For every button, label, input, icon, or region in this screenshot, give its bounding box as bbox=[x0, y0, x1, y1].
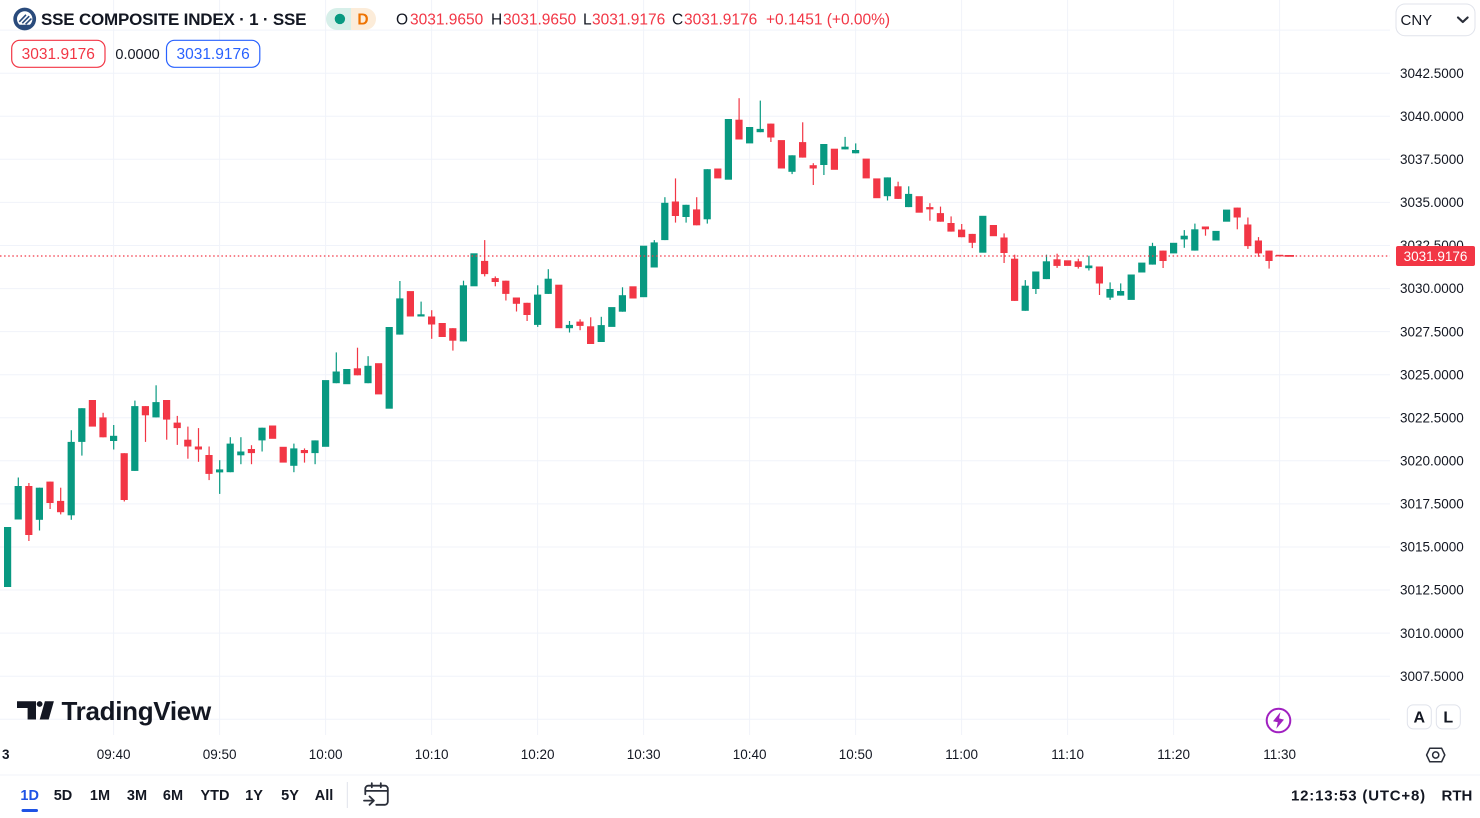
svg-text:11:00: 11:00 bbox=[945, 747, 978, 762]
svg-text:CNY: CNY bbox=[1401, 12, 1433, 29]
svg-text:H: H bbox=[491, 11, 502, 28]
svg-text:TradingView: TradingView bbox=[62, 696, 212, 726]
svg-text:3042.5000: 3042.5000 bbox=[1400, 66, 1464, 81]
svg-text:3027.5000: 3027.5000 bbox=[1400, 324, 1464, 339]
svg-text:3020.0000: 3020.0000 bbox=[1400, 454, 1464, 469]
svg-text:09:40: 09:40 bbox=[97, 747, 131, 762]
svg-text:11:10: 11:10 bbox=[1051, 747, 1084, 762]
svg-text:3025.0000: 3025.0000 bbox=[1400, 367, 1464, 382]
svg-text:11:20: 11:20 bbox=[1157, 747, 1190, 762]
svg-text:0.0000: 0.0000 bbox=[115, 47, 159, 63]
svg-text:3012.5000: 3012.5000 bbox=[1400, 583, 1464, 598]
svg-text:10:40: 10:40 bbox=[733, 747, 767, 762]
svg-text:A: A bbox=[1414, 710, 1426, 727]
svg-text:12:13:53 (UTC+8): 12:13:53 (UTC+8) bbox=[1291, 788, 1426, 805]
svg-text:SSE COMPOSITE INDEX · 1 · SSE: SSE COMPOSITE INDEX · 1 · SSE bbox=[41, 10, 306, 29]
svg-text:YTD: YTD bbox=[201, 788, 230, 804]
svg-text:3040.0000: 3040.0000 bbox=[1400, 109, 1464, 124]
svg-text:L: L bbox=[1443, 710, 1453, 727]
svg-text:L: L bbox=[583, 11, 592, 28]
svg-text:3031.9176: 3031.9176 bbox=[684, 11, 757, 28]
svg-text:3M: 3M bbox=[127, 788, 147, 804]
svg-text:All: All bbox=[315, 788, 334, 804]
svg-text:3007.5000: 3007.5000 bbox=[1400, 669, 1464, 684]
svg-text:10:50: 10:50 bbox=[839, 747, 873, 762]
svg-text:1D: 1D bbox=[20, 788, 39, 804]
svg-text:D: D bbox=[357, 12, 368, 29]
svg-text:3017.5000: 3017.5000 bbox=[1400, 497, 1464, 512]
svg-text:O: O bbox=[396, 11, 408, 28]
svg-text:3031.9176: 3031.9176 bbox=[22, 46, 95, 63]
svg-text:3031.9176: 3031.9176 bbox=[1404, 249, 1468, 264]
svg-text:10:30: 10:30 bbox=[627, 747, 661, 762]
svg-text:3022.5000: 3022.5000 bbox=[1400, 410, 1464, 425]
svg-text:C: C bbox=[672, 11, 683, 28]
svg-text:5Y: 5Y bbox=[281, 788, 299, 804]
svg-text:10:10: 10:10 bbox=[415, 747, 449, 762]
svg-text:RTH: RTH bbox=[1442, 788, 1473, 805]
svg-text:5D: 5D bbox=[54, 788, 73, 804]
svg-text:3010.0000: 3010.0000 bbox=[1400, 626, 1464, 641]
svg-text:3037.5000: 3037.5000 bbox=[1400, 152, 1464, 167]
svg-text:3015.0000: 3015.0000 bbox=[1400, 540, 1464, 555]
svg-text:+0.1451 (+0.00%): +0.1451 (+0.00%) bbox=[766, 11, 890, 28]
svg-text:3031.9650: 3031.9650 bbox=[410, 11, 484, 28]
svg-text:3: 3 bbox=[2, 747, 10, 762]
svg-text:10:20: 10:20 bbox=[521, 747, 555, 762]
svg-text:3031.9650: 3031.9650 bbox=[503, 11, 577, 28]
svg-text:3035.0000: 3035.0000 bbox=[1400, 195, 1464, 210]
svg-text:3031.9176: 3031.9176 bbox=[592, 11, 665, 28]
svg-text:09:50: 09:50 bbox=[203, 747, 237, 762]
svg-text:10:00: 10:00 bbox=[309, 747, 343, 762]
svg-text:1Y: 1Y bbox=[245, 788, 263, 804]
svg-text:3031.9176: 3031.9176 bbox=[176, 46, 249, 63]
svg-text:11:30: 11:30 bbox=[1263, 747, 1296, 762]
svg-text:3030.0000: 3030.0000 bbox=[1400, 281, 1464, 296]
svg-text:6M: 6M bbox=[163, 788, 183, 804]
svg-text:1M: 1M bbox=[90, 788, 110, 804]
